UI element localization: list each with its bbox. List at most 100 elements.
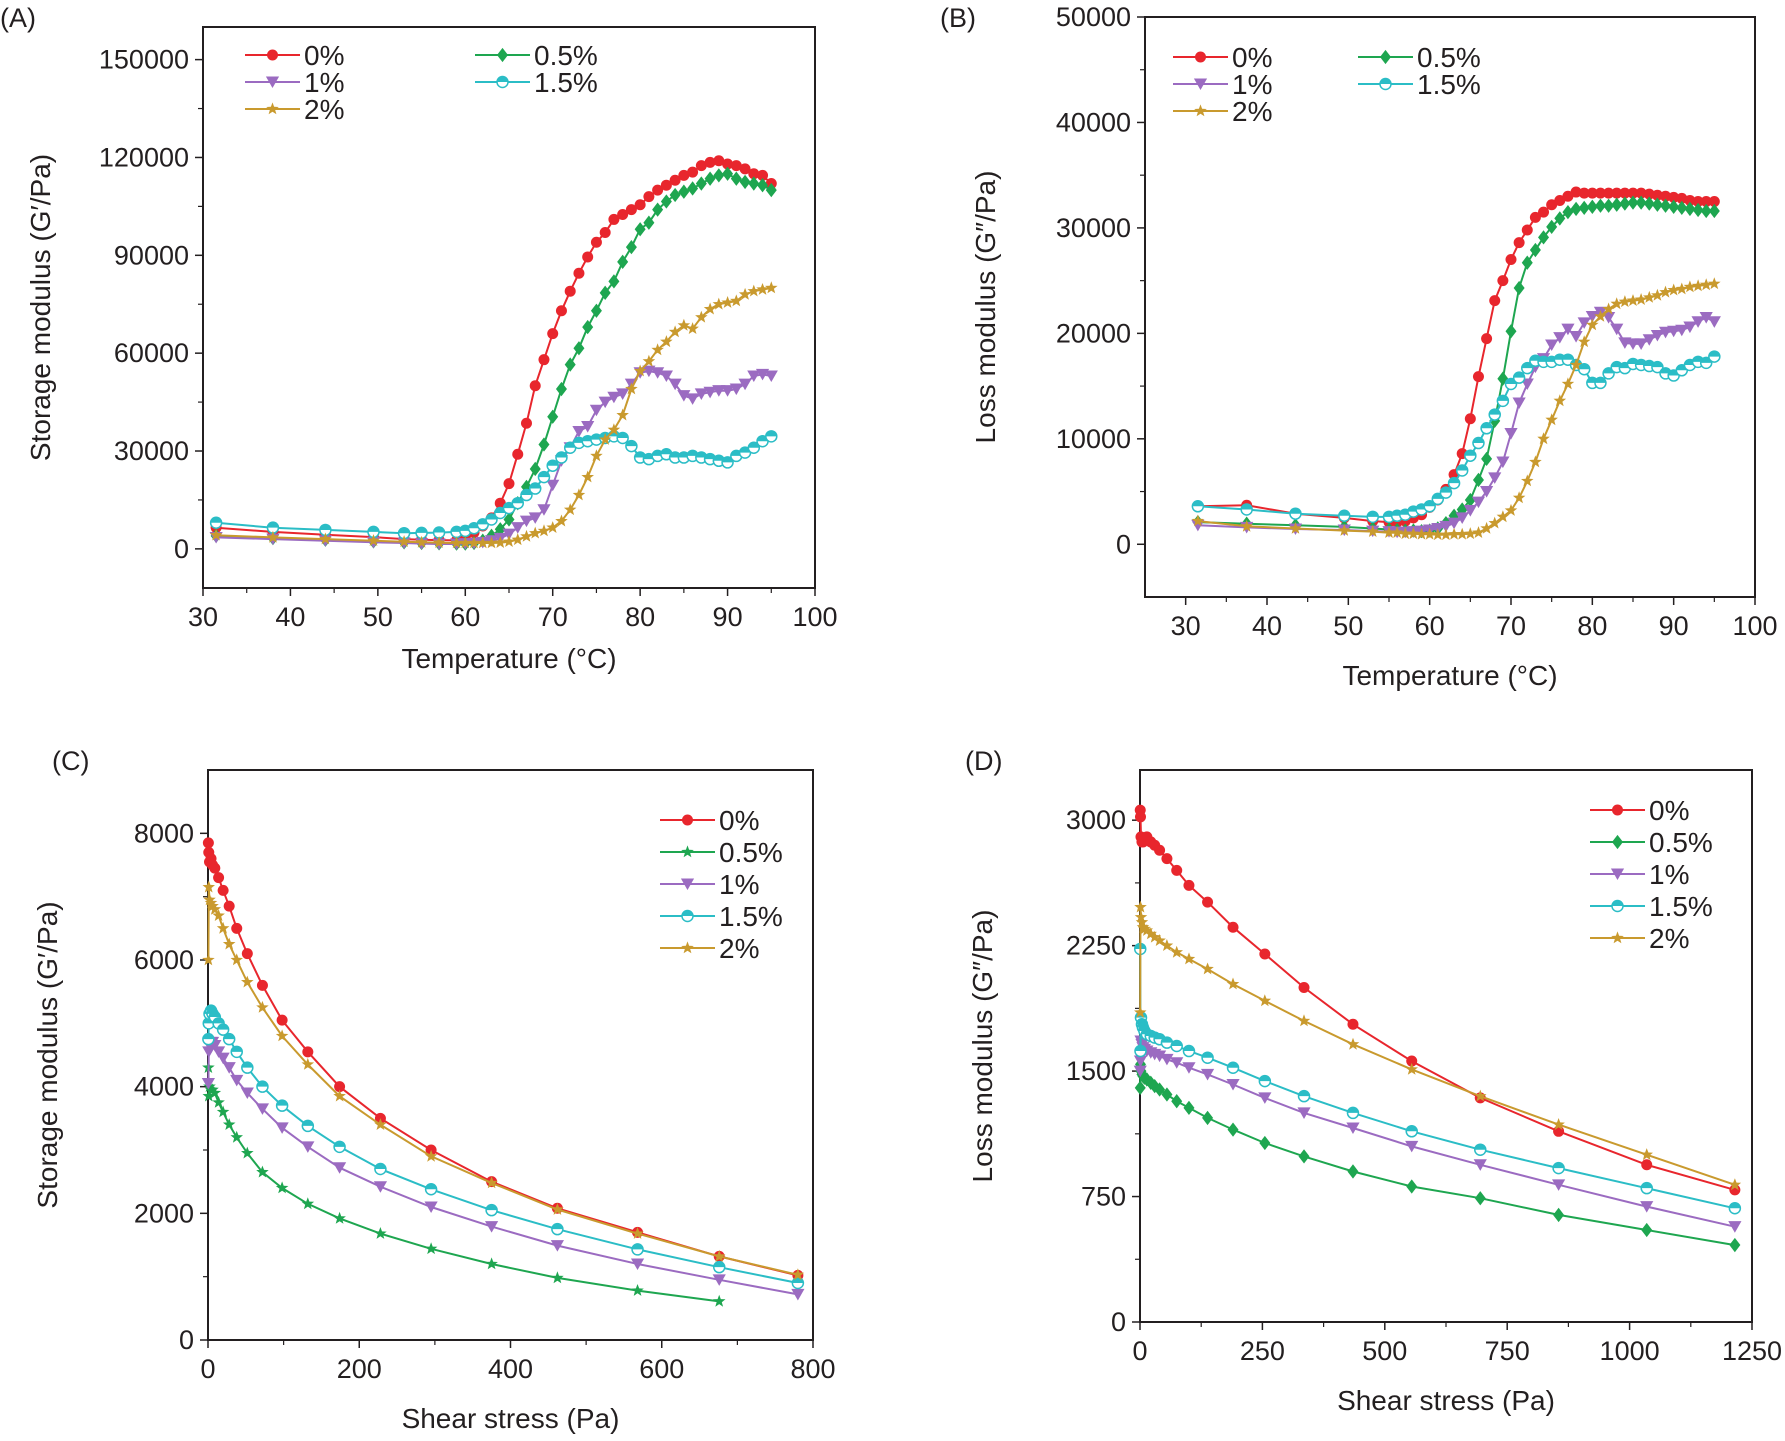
data-point <box>704 156 716 168</box>
data-point <box>241 948 253 960</box>
legend-item: 1.5% <box>475 67 598 98</box>
legend-item: 1% <box>660 869 759 900</box>
data-point <box>617 209 629 221</box>
data-point <box>1676 200 1688 216</box>
data-point <box>1561 323 1575 336</box>
data-point <box>520 479 532 495</box>
data-point <box>1497 275 1509 287</box>
data-point <box>1683 321 1697 334</box>
legend-marker <box>680 878 695 891</box>
data-point <box>764 370 778 383</box>
data-point <box>1258 994 1272 1007</box>
legend-label: 1.5% <box>1417 69 1481 100</box>
legend-item: 0% <box>1590 795 1689 826</box>
data-point <box>1134 1005 1147 1018</box>
data-point <box>1289 507 1302 520</box>
data-point <box>703 386 717 399</box>
data-point <box>738 287 752 300</box>
data-point <box>625 439 638 453</box>
data-point <box>1471 496 1486 509</box>
data-point <box>424 1183 438 1196</box>
data-point <box>643 215 655 230</box>
data-point <box>713 168 725 183</box>
legend-label: 0.5% <box>534 40 598 71</box>
series-2pct <box>209 281 778 549</box>
data-point <box>1594 198 1606 213</box>
data-point <box>1552 1179 1566 1191</box>
data-point <box>1667 325 1681 338</box>
data-point <box>256 1080 269 1093</box>
data-point <box>625 382 638 395</box>
data-point <box>1407 527 1420 540</box>
legend: 0%1%2% 0.5%1.5% <box>1173 42 1481 127</box>
plot-frame <box>1144 16 1756 598</box>
data-point <box>511 533 524 546</box>
data-point <box>598 396 612 409</box>
data-point <box>374 1227 387 1239</box>
data-point <box>1338 509 1351 523</box>
chart-panel-b: (B) 30 40 50 60 70 80 90 100 0 10000 20000 30000 4000… <box>940 2 1778 691</box>
data-point <box>1346 1106 1360 1120</box>
series-line <box>1197 311 1715 534</box>
legend-item: 0.5% <box>660 837 783 868</box>
legend-marker <box>1380 49 1391 65</box>
y-tick-label: 60000 <box>114 338 189 368</box>
data-point <box>538 354 550 366</box>
data-point <box>555 381 567 397</box>
data-point <box>1594 309 1607 322</box>
data-point <box>722 158 734 170</box>
legend: 0%0.5%1%1.5%2% <box>1590 795 1713 954</box>
data-point <box>634 199 646 211</box>
y-tick-label: 8000 <box>134 818 194 848</box>
data-point <box>209 862 221 874</box>
data-point <box>1153 1033 1166 1046</box>
data-point <box>1134 1080 1146 1095</box>
legend-item: 2% <box>245 94 344 125</box>
data-point <box>1538 230 1550 245</box>
legend-label: 1.5% <box>1649 891 1713 922</box>
data-point <box>202 837 214 849</box>
data-point <box>1684 201 1696 217</box>
legend-item: 0.5% <box>1358 42 1481 73</box>
data-point <box>1529 211 1541 223</box>
data-point <box>1423 527 1436 540</box>
data-point <box>1455 464 1469 477</box>
x-tick-label: 600 <box>639 1354 684 1384</box>
legend-item: 1% <box>245 67 344 98</box>
data-point <box>276 1014 288 1026</box>
data-point <box>1480 486 1494 498</box>
data-point <box>686 322 699 334</box>
data-point <box>216 1023 230 1036</box>
data-point <box>511 522 525 534</box>
x-tick-label: 40 <box>1252 611 1282 641</box>
data-point <box>1729 1237 1741 1253</box>
data-point <box>1182 952 1196 965</box>
data-point <box>1297 1107 1311 1119</box>
data-point <box>1594 376 1607 390</box>
data-point <box>367 534 380 546</box>
y-tick-label: 6000 <box>134 945 194 975</box>
legend-marker <box>266 102 279 115</box>
data-point <box>415 526 428 540</box>
legend-label: 0.5% <box>1649 827 1713 858</box>
data-point <box>1668 199 1680 214</box>
data-point <box>633 364 647 377</box>
data-point <box>476 536 489 549</box>
y-tick-label: 90000 <box>114 240 189 270</box>
data-point <box>1480 422 1493 435</box>
data-point <box>519 515 534 528</box>
data-point <box>208 902 222 915</box>
data-point <box>551 1222 564 1236</box>
y-tick-label: 50000 <box>1056 2 1131 32</box>
data-point <box>712 1260 726 1274</box>
legend-item: 0.5% <box>475 40 598 71</box>
data-point <box>704 171 716 186</box>
legend-label: 0% <box>719 805 759 836</box>
data-point <box>695 176 707 191</box>
data-point <box>1488 408 1501 421</box>
data-point <box>1611 197 1623 212</box>
data-point <box>1603 198 1615 213</box>
x-tick-label: 750 <box>1485 1336 1530 1366</box>
data-point <box>1182 1044 1196 1058</box>
